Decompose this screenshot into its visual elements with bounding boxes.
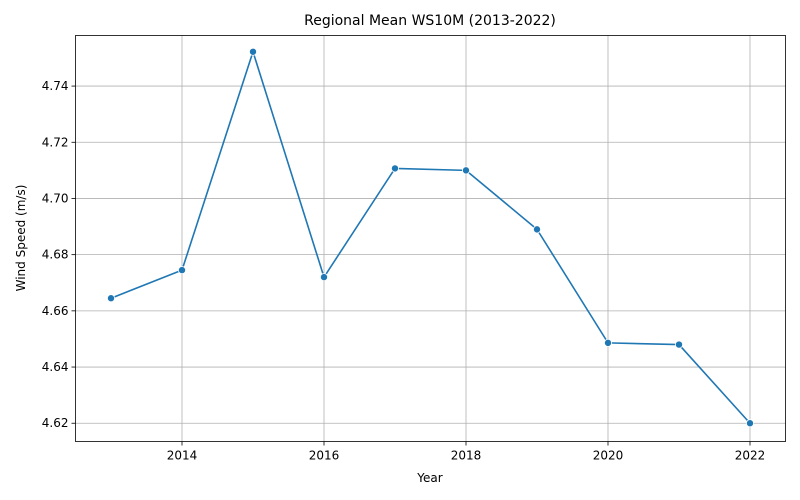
grid (75, 35, 786, 442)
y-tick-label: 4.72 (42, 135, 69, 149)
y-axis-label: Wind Speed (m/s) (14, 185, 28, 292)
y-axis-ticks: 4.62 4.64 4.66 4.68 4.70 4.72 4.74 (42, 79, 76, 430)
plot-frame (75, 35, 786, 442)
x-tick-label: 2016 (309, 449, 340, 463)
x-axis-label: Year (416, 471, 442, 485)
y-tick-label: 4.66 (42, 304, 69, 318)
x-tick-label: 2018 (451, 449, 482, 463)
y-tick-label: 4.62 (42, 416, 69, 430)
data-point (390, 164, 399, 173)
data-point (675, 340, 684, 349)
data-point (319, 273, 328, 282)
series-layer (107, 47, 755, 428)
series-line (110, 50, 751, 424)
y-tick-label: 4.64 (42, 360, 69, 374)
data-point (248, 47, 257, 56)
data-point (177, 266, 186, 275)
y-tick-label: 4.68 (42, 248, 69, 262)
data-point (604, 338, 613, 347)
y-tick-label: 4.74 (42, 79, 69, 93)
y-tick-label: 4.70 (42, 191, 69, 205)
x-tick-label: 2022 (735, 449, 766, 463)
data-point (461, 166, 470, 175)
chart-title: Regional Mean WS10M (2013-2022) (304, 13, 556, 29)
x-axis-ticks: 2014 2016 2018 2020 2022 (167, 441, 766, 463)
data-point (107, 294, 116, 303)
data-point (533, 225, 542, 234)
x-tick-label: 2020 (593, 449, 624, 463)
data-point (746, 419, 755, 428)
x-tick-label: 2014 (167, 449, 198, 463)
